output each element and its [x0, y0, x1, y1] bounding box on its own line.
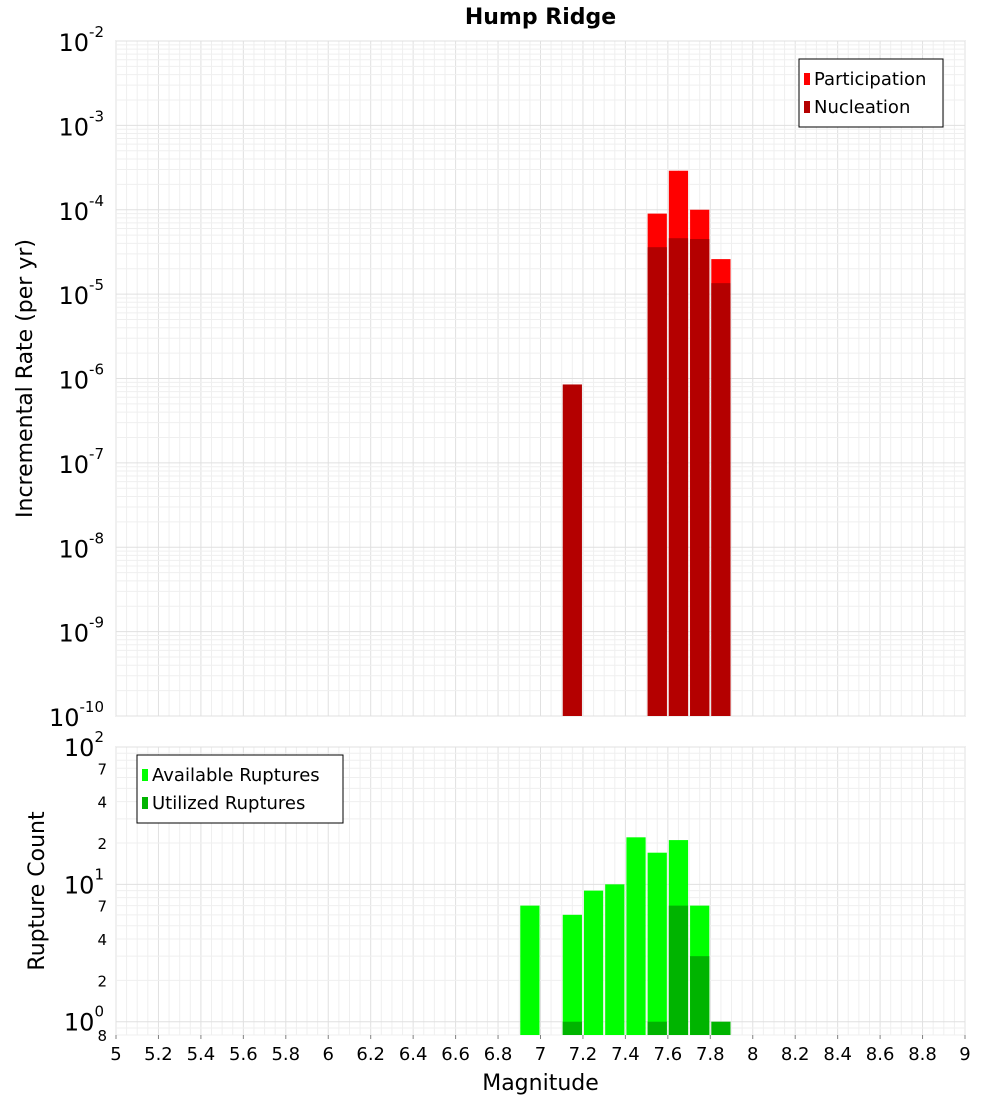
x-tick-label: 6.4	[399, 1044, 428, 1065]
bar-utilized-ruptures	[690, 956, 710, 1035]
x-tick-label: 5.8	[271, 1044, 300, 1065]
x-tick-label: 8	[747, 1044, 758, 1065]
y-tick-label: 10-10	[49, 698, 104, 732]
chart-title: Hump Ridge	[465, 5, 616, 30]
legend-swatch	[142, 769, 148, 781]
legend-box	[798, 58, 944, 128]
bottom-grid	[115, 746, 966, 1036]
bar-available-ruptures	[562, 914, 582, 1035]
y-tick-label: 10-4	[58, 192, 104, 226]
x-tick-label: 6	[323, 1044, 334, 1065]
bottom-bars	[520, 837, 731, 1035]
y-tick-label: 10-5	[58, 276, 104, 310]
bar-nucleation	[647, 247, 667, 716]
y-minor-tick-label: 4	[97, 794, 107, 812]
x-tick-label: 7.8	[696, 1044, 725, 1065]
x-tick-label: 6.2	[356, 1044, 385, 1065]
x-axis-label: Magnitude	[482, 1071, 599, 1096]
top-bars	[562, 170, 731, 717]
top-y-axis-label: Incremental Rate (per yr)	[13, 239, 38, 518]
bar-available-ruptures	[520, 905, 540, 1035]
top-grid	[115, 40, 966, 717]
legend-label: Participation	[814, 69, 926, 90]
bar-nucleation	[711, 283, 731, 716]
legend-swatch	[142, 797, 148, 809]
y-tick-label: 100	[64, 1003, 104, 1037]
bar-available-ruptures	[647, 852, 667, 1035]
x-tick-label: 8.4	[823, 1044, 852, 1065]
bar-nucleation	[668, 238, 689, 716]
x-tick-label: 8.8	[908, 1044, 937, 1065]
bar-utilized-ruptures	[711, 1021, 731, 1035]
x-tick-label: 5.2	[144, 1044, 173, 1065]
x-tick-label: 7	[535, 1044, 546, 1065]
y-minor-tick-label: 2	[97, 972, 107, 990]
y-minor-tick-label: 4	[97, 931, 107, 949]
legend-swatch	[804, 101, 810, 113]
legend-label: Utilized Ruptures	[152, 793, 305, 814]
bar-available-ruptures	[626, 837, 646, 1035]
x-tick-label: 7.6	[654, 1044, 683, 1065]
y-tick-label: 10-9	[58, 614, 104, 648]
y-tick-label: 101	[64, 865, 104, 899]
y-minor-tick-label: 7	[97, 898, 107, 916]
y-tick-label: 10-2	[58, 23, 104, 57]
bar-nucleation	[562, 384, 582, 716]
bottom-legend: Available Ruptures Utilized Ruptures	[136, 754, 344, 824]
x-tick-label: 5.4	[187, 1044, 216, 1065]
bar-utilized-ruptures	[647, 1021, 667, 1035]
y-minor-tick-label: 2	[97, 835, 107, 853]
top-panel: 10-10 10-9 10-8 10-7 10-6 10-5 10-4 10-3 10-2 In…	[13, 23, 966, 732]
y-tick-label: 102	[64, 728, 104, 762]
bar-utilized-ruptures	[668, 905, 689, 1035]
legend-swatch	[804, 73, 810, 85]
x-tick-label: 5	[110, 1044, 121, 1065]
bar-nucleation	[690, 239, 710, 716]
x-tick-label: 8.6	[866, 1044, 895, 1065]
x-tick-label: 5.6	[229, 1044, 258, 1065]
bar-utilized-ruptures	[562, 1021, 582, 1035]
x-tick-label: 8.2	[781, 1044, 810, 1065]
y-tick-label: 10-8	[58, 529, 104, 563]
y-tick-label: 10-7	[58, 445, 104, 479]
x-ticks: 5 5.2 5.4 5.6 5.8 6 6.2 6.4 6.6 6.8 7 7.2 7.4 7.6 7.8 8…	[110, 1035, 971, 1065]
x-tick-label: 6.8	[484, 1044, 513, 1065]
x-tick-label: 6.6	[441, 1044, 470, 1065]
legend-label: Nucleation	[814, 97, 910, 118]
x-tick-label: 9	[959, 1044, 970, 1065]
x-tick-label: 7.4	[611, 1044, 640, 1065]
legend-label: Available Ruptures	[152, 765, 320, 786]
bar-available-ruptures	[583, 890, 604, 1035]
top-y-ticks: 10-10 10-9 10-8 10-7 10-6 10-5 10-4 10-3 10-2	[49, 23, 104, 732]
bottom-y-axis-label: Rupture Count	[25, 811, 50, 971]
y-minor-tick-label: 8	[97, 1027, 107, 1045]
legend-box	[136, 754, 344, 824]
top-legend: Participation Nucleation	[798, 58, 944, 128]
y-tick-label: 10-3	[58, 107, 104, 141]
y-tick-label: 10-6	[58, 361, 104, 395]
y-minor-tick-label: 7	[97, 760, 107, 778]
x-tick-label: 7.2	[569, 1044, 598, 1065]
bar-available-ruptures	[605, 884, 625, 1035]
